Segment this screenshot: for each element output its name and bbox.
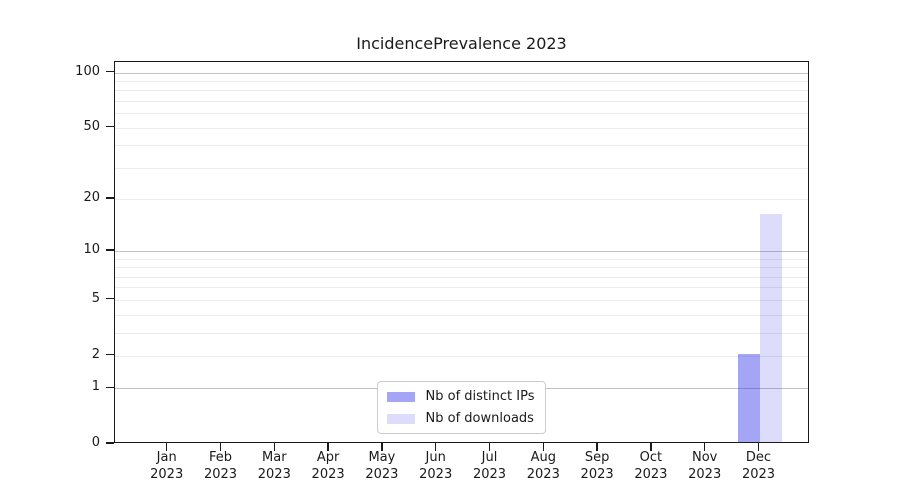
x-tick-year: 2023 [150,467,184,482]
x-tick-label: Jul 2023 [450,449,530,483]
x-tick-mark [650,443,652,451]
y-tick-mark [106,353,114,356]
x-tick-month: Sep [584,450,610,465]
minor-gridline [115,355,808,357]
x-tick-mark [596,443,598,451]
minor-gridline [115,90,808,92]
x-tick-label: Jan 2023 [127,449,207,483]
legend-item: Nb of distinct IPs [386,389,535,404]
x-tick-month: Jan [156,450,177,465]
x-tick-mark [488,443,491,451]
y-tick-mark [106,71,114,73]
minor-gridline [115,101,808,103]
minor-gridline [115,113,808,115]
legend: Nb of distinct IPs Nb of downloads [376,381,547,434]
bar-nb-of-distinct-ips [737,353,760,442]
minor-gridline [115,258,808,260]
x-tick-label: Sep 2023 [557,449,637,483]
x-tick-month: Oct [639,450,663,465]
x-tick-label: Dec 2023 [719,449,799,483]
minor-gridline [115,267,808,269]
x-tick-mark [435,443,437,451]
x-tick-label: Oct 2023 [611,449,691,483]
major-gridline [115,72,808,74]
legend-label: Nb of downloads [425,411,534,426]
x-tick-year: 2023 [741,467,776,482]
x-tick-year: 2023 [526,467,560,482]
y-tick-mark [106,126,114,128]
x-tick-month: Feb [208,450,233,465]
y-tick-label: 100 [75,63,100,79]
legend-label: Nb of distinct IPs [425,389,535,404]
y-tick-mark [106,197,114,199]
x-tick-month: May [368,450,396,465]
x-tick-year: 2023 [257,467,291,482]
legend-swatch [386,413,415,424]
major-gridline [115,251,808,253]
minor-gridline [115,314,808,316]
chart-title: IncidencePrevalence 2023 [356,34,567,53]
y-tick-label: 2 [91,346,100,362]
x-tick-label: Jun 2023 [396,449,476,483]
plot-area: Nb of distinct IPs Nb of downloads [114,61,809,443]
x-tick-year: 2023 [634,467,668,482]
x-tick-mark [219,443,222,451]
bar-nb-of-downloads [759,214,782,442]
x-tick-mark [542,443,544,451]
x-tick-month: Aug [530,450,556,465]
x-tick-month: Mar [262,450,287,465]
minor-gridline [115,167,808,169]
y-tick-label: 20 [83,190,100,206]
x-tick-year: 2023 [203,467,238,482]
minor-gridline [115,145,808,147]
x-tick-mark [381,443,383,451]
x-tick-year: 2023 [472,467,507,482]
x-tick-year: 2023 [365,467,399,482]
legend-item: Nb of downloads [386,411,535,426]
x-tick-month: Jun [425,450,446,465]
x-tick-year: 2023 [311,467,345,482]
x-tick-mark [327,443,329,451]
x-tick-month: Nov [692,450,718,465]
y-tick-label: 5 [91,290,100,306]
x-tick-mark [704,443,706,451]
minor-gridline [115,287,808,289]
x-tick-mark [273,443,275,451]
y-tick-mark [106,298,114,300]
x-tick-label: Feb 2023 [181,449,261,483]
x-tick-mark [757,443,760,451]
minor-gridline [115,127,808,129]
y-tick-label: 10 [83,242,100,258]
minor-gridline [115,299,808,301]
x-tick-month: Dec [745,450,772,465]
minor-gridline [115,81,808,83]
y-tick-mark [106,442,114,444]
y-tick-mark [106,249,114,251]
minor-gridline [115,199,808,201]
x-tick-label: May 2023 [342,449,422,483]
x-tick-year: 2023 [580,467,614,482]
legend-swatch [386,391,415,402]
x-tick-label: Mar 2023 [234,449,314,483]
x-tick-mark [166,443,168,451]
x-tick-label: Aug 2023 [503,449,583,483]
x-tick-year: 2023 [419,467,453,482]
y-tick-label: 0 [91,435,100,450]
x-tick-month: Jul [481,450,498,465]
minor-gridline [115,332,808,334]
y-tick-label: 1 [91,379,100,395]
x-tick-label: Apr 2023 [288,449,368,483]
x-tick-label: Nov 2023 [665,449,745,483]
y-tick-mark [106,386,114,388]
minor-gridline [115,276,808,278]
x-tick-month: Apr [316,450,340,465]
y-tick-label: 50 [83,118,100,134]
x-tick-year: 2023 [688,467,722,482]
